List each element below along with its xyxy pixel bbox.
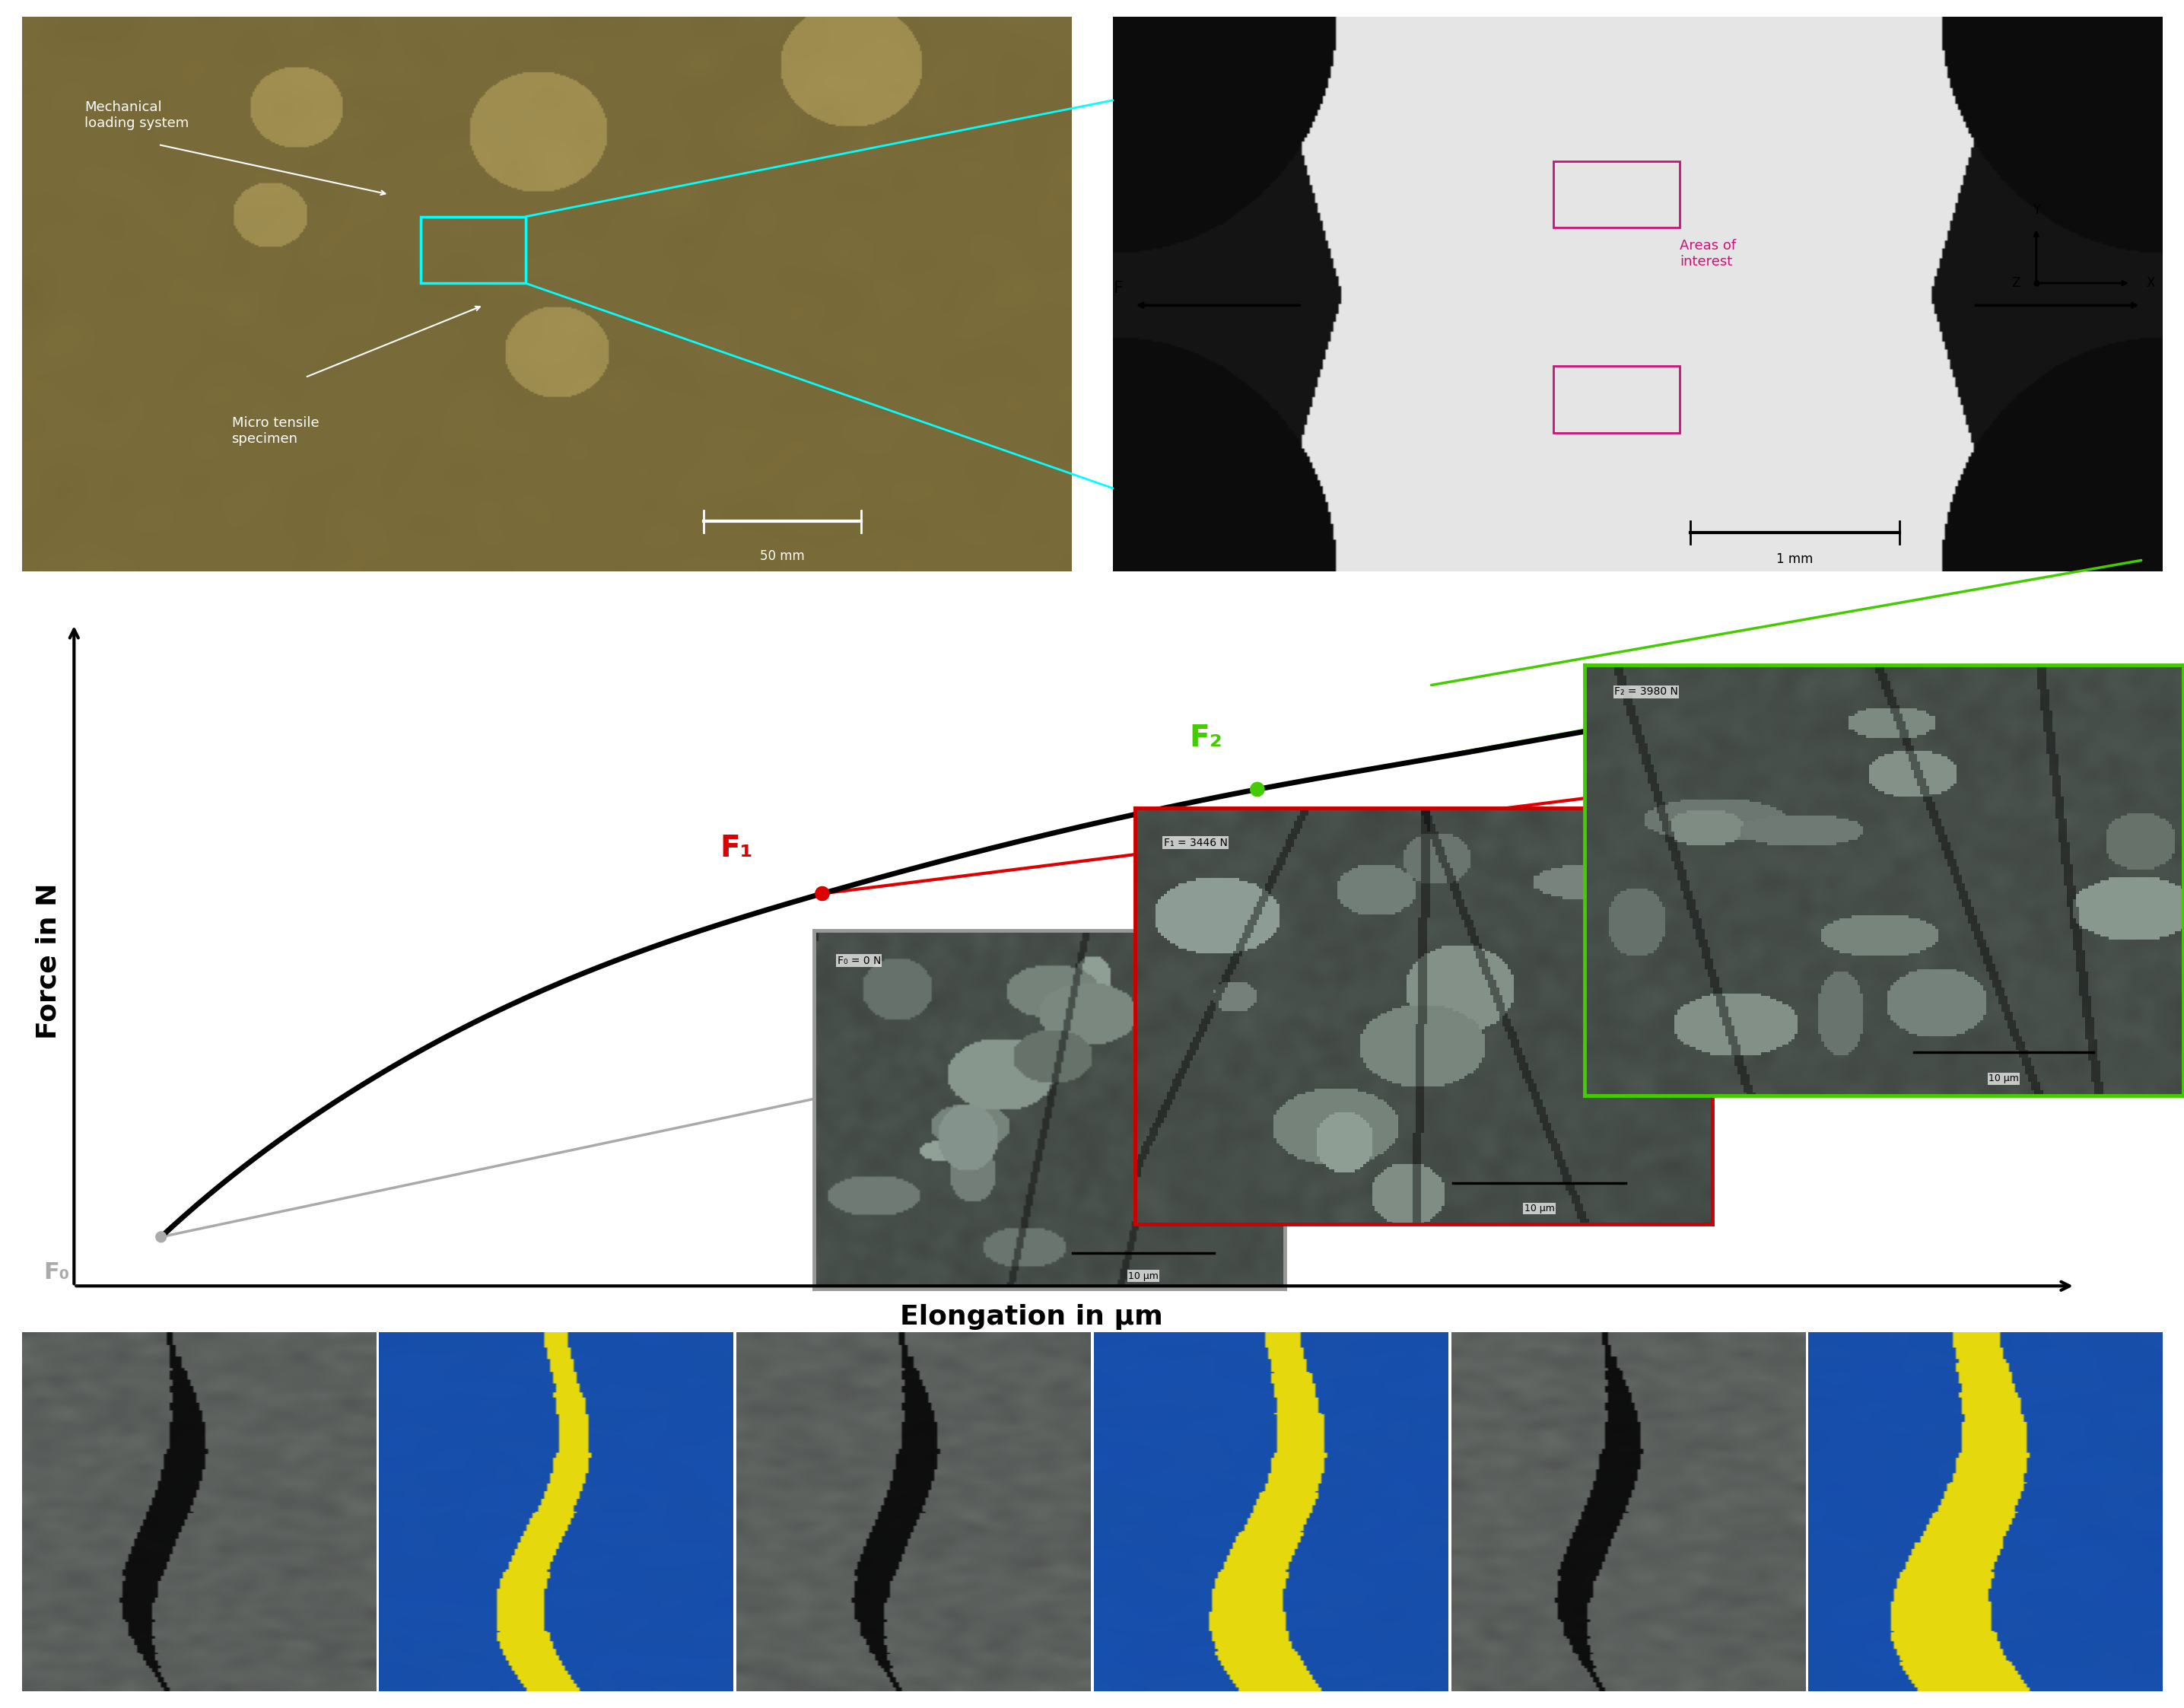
Text: F₀: F₀ — [44, 1262, 70, 1283]
Bar — [1553, 161, 1679, 227]
Bar — [1553, 366, 1679, 432]
Point — [1241, 775, 1275, 803]
Text: Z: Z — [2011, 277, 2020, 290]
Text: F: F — [1114, 282, 1123, 295]
Text: F₂: F₂ — [1190, 724, 1223, 753]
Text: Y: Y — [2033, 203, 2040, 217]
Text: Micro tensile
specimen: Micro tensile specimen — [232, 417, 319, 446]
Text: Force in N: Force in N — [35, 883, 61, 1038]
Text: X: X — [2147, 277, 2156, 290]
Point — [144, 1223, 179, 1250]
Text: Areas of
interest: Areas of interest — [1679, 239, 1736, 268]
Bar — [422, 217, 526, 284]
Point — [806, 880, 841, 907]
Text: 1 mm: 1 mm — [1776, 552, 1813, 565]
Text: Elongation in μm: Elongation in μm — [900, 1305, 1162, 1331]
Text: Mechanical
loading system: Mechanical loading system — [85, 101, 190, 130]
Text: F₁: F₁ — [719, 834, 753, 863]
Text: 50 mm: 50 mm — [760, 550, 806, 564]
